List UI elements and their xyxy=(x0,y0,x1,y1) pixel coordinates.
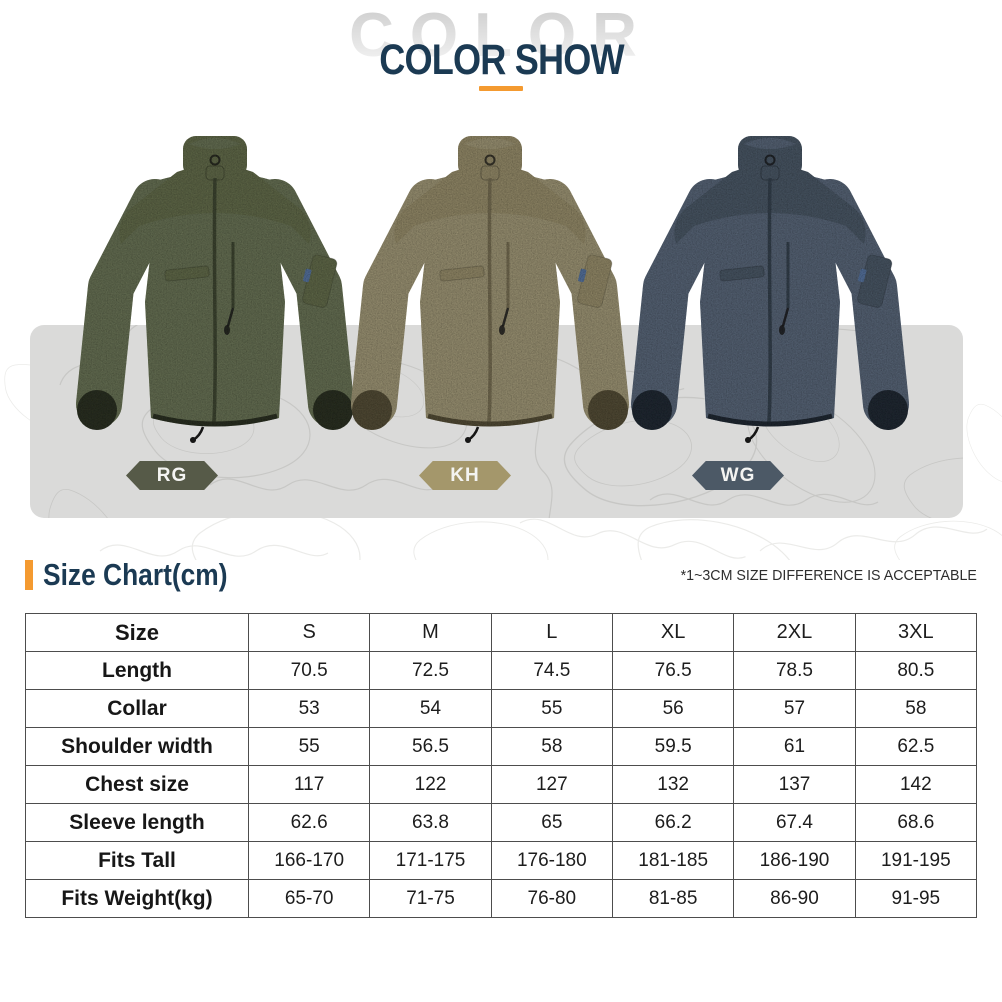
size-tolerance-note: *1~3CM SIZE DIFFERENCE IS ACCEPTABLE xyxy=(680,566,977,584)
size-value-cell: 142 xyxy=(854,765,978,804)
table-row: Collar 53 54 55 56 57 58 xyxy=(25,689,978,728)
size-value-cell: 166-170 xyxy=(247,841,371,880)
jacket-image-kh xyxy=(330,122,650,467)
color-show-section: RG KH WG xyxy=(0,0,1002,560)
row-label: Sleeve length xyxy=(25,803,249,842)
table-row: Length 70.5 72.5 74.5 76.5 78.5 80.5 xyxy=(25,651,978,690)
row-label: Fits Weight(kg) xyxy=(25,879,249,918)
size-value-cell: 58 xyxy=(854,689,978,728)
size-value-cell: 186-190 xyxy=(733,841,856,880)
size-value-cell: 55 xyxy=(247,727,371,766)
size-value-cell: 80.5 xyxy=(854,651,978,690)
row-label: Fits Tall xyxy=(25,841,249,880)
column-header: 3XL xyxy=(854,613,978,652)
row-label: Collar xyxy=(25,689,249,728)
size-value-cell: 76.5 xyxy=(611,651,735,690)
size-value-cell: 181-185 xyxy=(611,841,735,880)
color-watermark-text: COLOR xyxy=(0,0,1002,71)
size-value-cell: 67.4 xyxy=(733,803,856,842)
jacket-image-wg xyxy=(610,122,930,467)
size-value-cell: 70.5 xyxy=(247,651,371,690)
size-value-cell: 127 xyxy=(490,765,613,804)
size-column-header: Size xyxy=(25,613,249,652)
table-header-row: Size S M L XL 2XL 3XL xyxy=(25,613,978,652)
size-value-cell: 65-70 xyxy=(247,879,371,918)
jacket-image-rg xyxy=(55,122,375,467)
size-value-cell: 58 xyxy=(490,727,613,766)
size-value-cell: 122 xyxy=(369,765,492,804)
size-value-cell: 55 xyxy=(490,689,613,728)
size-value-cell: 191-195 xyxy=(854,841,978,880)
size-value-cell: 63.8 xyxy=(369,803,492,842)
column-header: M xyxy=(369,613,492,652)
size-value-cell: 137 xyxy=(733,765,856,804)
size-value-cell: 53 xyxy=(247,689,371,728)
size-value-cell: 61 xyxy=(733,727,856,766)
size-value-cell: 62.5 xyxy=(854,727,978,766)
table-row: Fits Tall 166-170 171-175 176-180 181-185 186… xyxy=(25,841,978,880)
size-value-cell: 59.5 xyxy=(611,727,735,766)
size-value-cell: 68.6 xyxy=(854,803,978,842)
size-value-cell: 81-85 xyxy=(611,879,735,918)
size-chart-table: Size S M L XL 2XL 3XL Length 70.5 72.5 74.5 76.5 78… xyxy=(25,613,978,918)
size-value-cell: 54 xyxy=(369,689,492,728)
color-badge-kh: KH xyxy=(419,461,511,490)
color-badge-wg: WG xyxy=(692,461,784,490)
page-title: COLOR SHOW xyxy=(378,36,624,84)
size-value-cell: 57 xyxy=(733,689,856,728)
column-header: S xyxy=(247,613,371,652)
size-value-cell: 117 xyxy=(247,765,371,804)
column-header: XL xyxy=(611,613,735,652)
table-row: Shoulder width 55 56.5 58 59.5 61 62.5 xyxy=(25,727,978,766)
size-value-cell: 86-90 xyxy=(733,879,856,918)
column-header: 2XL xyxy=(733,613,856,652)
row-label: Chest size xyxy=(25,765,249,804)
hero-header: COLOR COLOR SHOW xyxy=(0,0,1002,118)
title-underline-accent xyxy=(479,86,523,91)
size-value-cell: 176-180 xyxy=(490,841,613,880)
size-value-cell: 65 xyxy=(490,803,613,842)
size-value-cell: 78.5 xyxy=(733,651,856,690)
size-chart-heading-row: Size Chart(cm) *1~3CM SIZE DIFFERENCE IS… xyxy=(25,556,977,594)
column-header: L xyxy=(490,613,613,652)
color-badge-rg: RG xyxy=(126,461,218,490)
table-row: Fits Weight(kg) 65-70 71-75 76-80 81-85 86-90… xyxy=(25,879,978,918)
size-value-cell: 171-175 xyxy=(369,841,492,880)
size-value-cell: 132 xyxy=(611,765,735,804)
size-value-cell: 72.5 xyxy=(369,651,492,690)
heading-accent-bar xyxy=(25,560,33,590)
size-value-cell: 76-80 xyxy=(490,879,613,918)
size-value-cell: 56.5 xyxy=(369,727,492,766)
size-value-cell: 91-95 xyxy=(854,879,978,918)
table-row: Sleeve length 62.6 63.8 65 66.2 67.4 68.6 xyxy=(25,803,978,842)
size-value-cell: 56 xyxy=(611,689,735,728)
row-label: Shoulder width xyxy=(25,727,249,766)
row-label: Length xyxy=(25,651,249,690)
size-value-cell: 71-75 xyxy=(369,879,492,918)
size-value-cell: 74.5 xyxy=(490,651,613,690)
size-value-cell: 66.2 xyxy=(611,803,735,842)
size-chart-heading: Size Chart(cm) xyxy=(43,557,228,592)
size-value-cell: 62.6 xyxy=(247,803,371,842)
table-row: Chest size 117 122 127 132 137 142 xyxy=(25,765,978,804)
table-body: Length 70.5 72.5 74.5 76.5 78.5 80.5 Collar 53 54… xyxy=(25,651,978,918)
